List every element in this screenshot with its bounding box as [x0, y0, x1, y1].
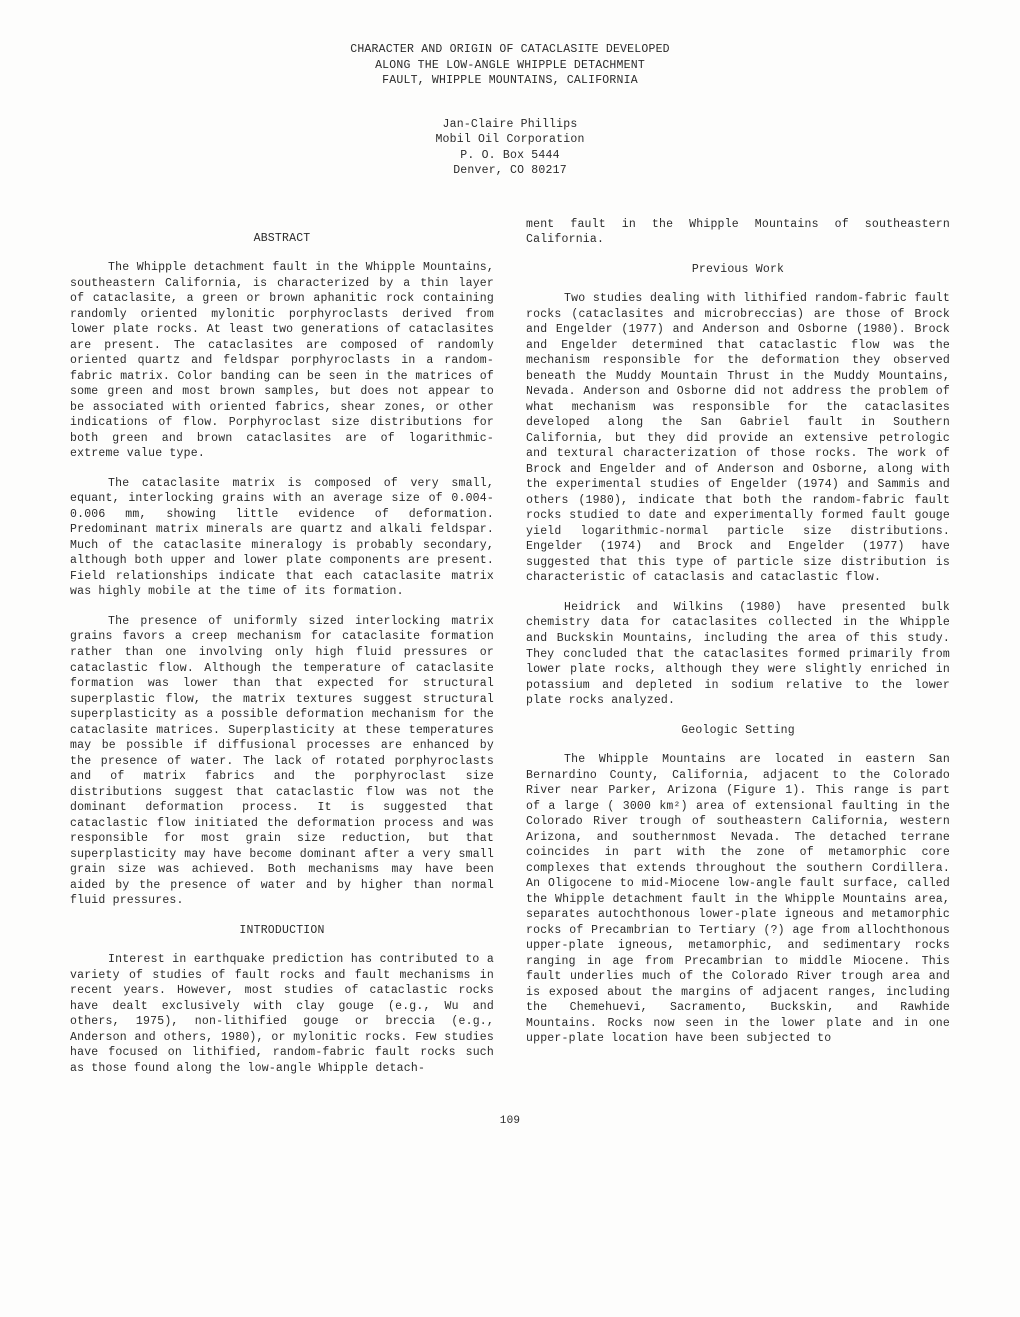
- geo-setting-para-1: The Whipple Mountains are located in eas…: [526, 752, 950, 1047]
- right-column: ment fault in the Whipple Mountains of s…: [526, 217, 950, 1091]
- title-line-2: ALONG THE LOW-ANGLE WHIPPLE DETACHMENT: [220, 58, 800, 74]
- page-number: 109: [70, 1114, 950, 1129]
- prev-work-para-2: Heidrick and Wilkins (1980) have present…: [526, 600, 950, 709]
- introduction-heading: INTRODUCTION: [70, 923, 494, 939]
- intro-para-1: Interest in earthquake prediction has co…: [70, 952, 494, 1076]
- author-name: Jan-Claire Phillips: [70, 117, 950, 133]
- title-line-1: CHARACTER AND ORIGIN OF CATACLASITE DEVE…: [220, 42, 800, 58]
- title-line-3: FAULT, WHIPPLE MOUNTAINS, CALIFORNIA: [220, 73, 800, 89]
- abstract-para-1: The Whipple detachment fault in the Whip…: [70, 260, 494, 462]
- author-org: Mobil Oil Corporation: [70, 132, 950, 148]
- left-column: ABSTRACT The Whipple detachment fault in…: [70, 217, 494, 1091]
- geologic-setting-heading: Geologic Setting: [526, 723, 950, 739]
- abstract-para-3: The presence of uniformly sized interloc…: [70, 614, 494, 909]
- author-block: Jan-Claire Phillips Mobil Oil Corporatio…: [70, 117, 950, 179]
- author-addr2: Denver, CO 80217: [70, 163, 950, 179]
- intro-para-cont: ment fault in the Whipple Mountains of s…: [526, 217, 950, 248]
- two-column-body: ABSTRACT The Whipple detachment fault in…: [70, 217, 950, 1091]
- abstract-heading: ABSTRACT: [70, 231, 494, 247]
- paper-title: CHARACTER AND ORIGIN OF CATACLASITE DEVE…: [70, 42, 950, 89]
- previous-work-heading: Previous Work: [526, 262, 950, 278]
- abstract-para-2: The cataclasite matrix is composed of ve…: [70, 476, 494, 600]
- author-addr1: P. O. Box 5444: [70, 148, 950, 164]
- prev-work-para-1: Two studies dealing with lithified rando…: [526, 291, 950, 586]
